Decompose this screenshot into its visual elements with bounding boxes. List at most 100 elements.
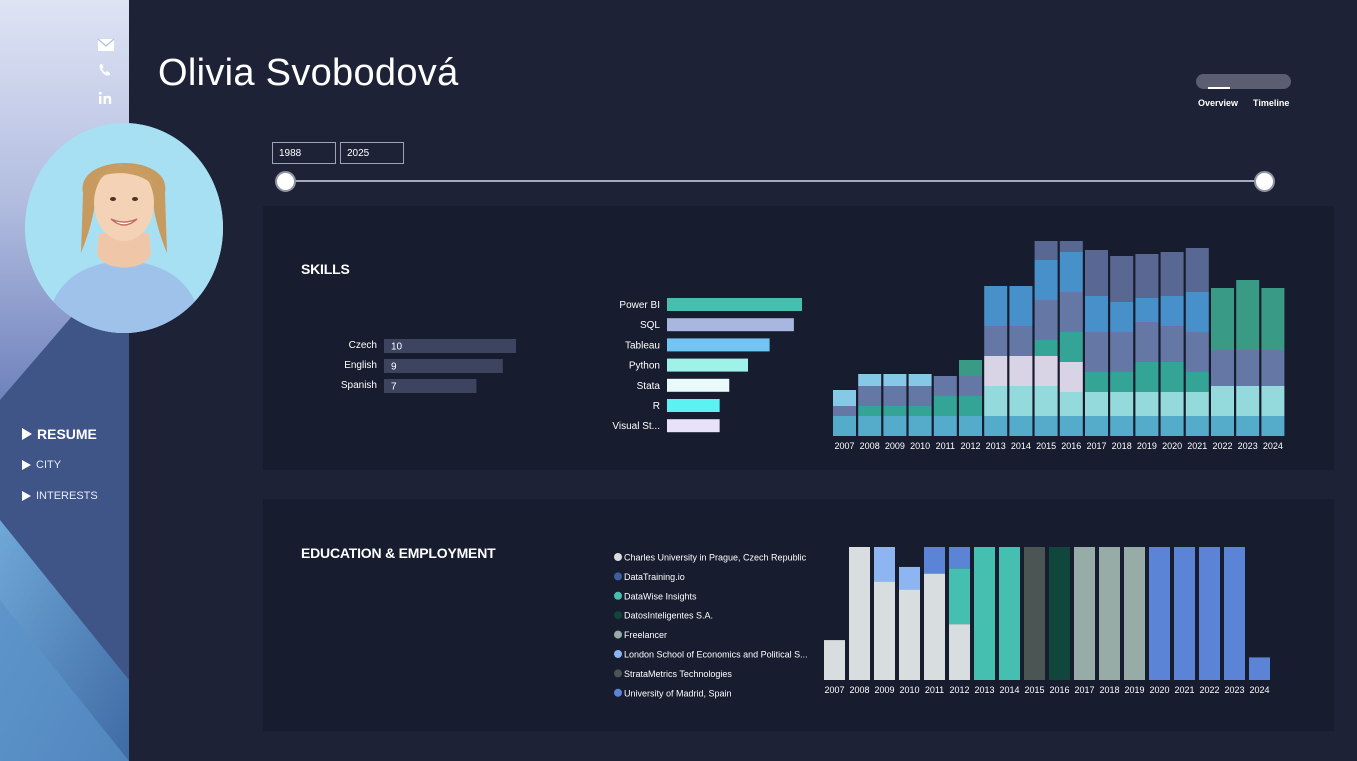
year-slider-track[interactable] — [286, 180, 1266, 182]
legend-swatch — [614, 611, 622, 620]
x-tick-label: 2016 — [1061, 441, 1081, 451]
bar — [667, 358, 748, 372]
data-label: 10 — [391, 342, 403, 353]
x-tick-label: 2012 — [949, 685, 969, 695]
x-tick-label: 2008 — [849, 685, 869, 695]
linkedin-icon[interactable] — [97, 91, 115, 105]
bar-segment — [1074, 547, 1095, 680]
category-label: Visual St... — [612, 421, 660, 432]
skills-title: SKILLS — [301, 261, 350, 277]
start-year-input[interactable] — [272, 142, 336, 164]
area-segment — [1085, 296, 1108, 332]
x-tick-label: 2022 — [1199, 685, 1219, 695]
area-segment — [933, 396, 957, 416]
education-legend: Charles University in Prague, Czech Repu… — [614, 553, 808, 698]
bar-segment — [924, 573, 945, 680]
area-segment — [959, 416, 982, 436]
area-segment — [883, 386, 907, 406]
year-slider-start-handle[interactable] — [275, 171, 296, 192]
tools-chart: Power BI SQL Tableau Python Stata R Visual St.… — [612, 298, 802, 433]
category-label: Python — [629, 361, 660, 372]
bar-segment — [1174, 547, 1195, 680]
area-segment — [1160, 362, 1184, 392]
data-label: 7 — [391, 382, 397, 393]
legend-swatch — [614, 591, 622, 600]
area-segment — [1059, 241, 1083, 252]
legend-label: Freelancer — [624, 630, 667, 640]
area-segment — [1160, 326, 1184, 362]
category-label: Power BI — [619, 300, 660, 311]
x-tick-label: 2017 — [1074, 685, 1094, 695]
area-segment — [1135, 322, 1159, 362]
area-segment — [1211, 288, 1234, 350]
legend-label: University of Madrid, Spain — [624, 688, 732, 698]
nav-item-interests[interactable]: INTERESTS — [22, 490, 98, 502]
area-segment — [1135, 362, 1159, 392]
education-panel: EDUCATION & EMPLOYMENT Charles Universit… — [263, 499, 1334, 731]
legend-swatch — [614, 688, 622, 697]
area-segment — [1009, 416, 1033, 436]
bar — [667, 419, 720, 433]
x-tick-label: 2012 — [960, 441, 980, 451]
area-segment — [959, 376, 982, 396]
phone-icon[interactable] — [97, 63, 115, 77]
bar-segment — [849, 547, 870, 680]
nav-item-resume[interactable]: RESUME — [22, 426, 97, 442]
category-label: R — [653, 401, 660, 412]
area-segment — [1185, 332, 1209, 372]
bar-segment — [874, 547, 895, 582]
bar-segment — [1224, 547, 1245, 680]
x-tick-label: 2013 — [986, 441, 1006, 451]
play-icon — [22, 491, 31, 501]
year-slider-end-handle[interactable] — [1254, 171, 1275, 192]
legend-label: London School of Economics and Political… — [624, 650, 808, 660]
nav-item-label: INTERESTS — [36, 490, 98, 502]
x-tick-label: 2015 — [1036, 441, 1056, 451]
view-toggle[interactable] — [1196, 74, 1291, 89]
skills-panel: SKILLS Czech 10 English 9 Spanish 7 Power BI S… — [263, 206, 1334, 470]
x-tick-label: 2010 — [899, 685, 919, 695]
x-tick-label: 2023 — [1224, 685, 1244, 695]
area-segment — [1160, 296, 1184, 326]
area-segment — [1236, 386, 1260, 416]
area-segment — [1034, 356, 1058, 386]
x-tick-label: 2013 — [974, 685, 994, 695]
x-tick-label: 2008 — [860, 441, 880, 451]
x-tick-label: 2021 — [1187, 441, 1207, 451]
tab-timeline[interactable]: Timeline — [1253, 98, 1290, 108]
x-tick-label: 2021 — [1174, 685, 1194, 695]
tab-overview[interactable]: Overview — [1198, 98, 1239, 108]
end-year-input[interactable] — [340, 142, 404, 164]
area-segment — [1009, 326, 1033, 356]
area-segment — [1034, 300, 1058, 340]
area-segment — [1059, 392, 1083, 416]
area-segment — [959, 360, 982, 376]
area-segment — [1236, 416, 1260, 436]
bar-segment — [949, 547, 970, 569]
area-segment — [1034, 260, 1058, 300]
area-segment — [858, 406, 882, 416]
legend-label: StrataMetrics Technologies — [624, 669, 732, 679]
legend-swatch — [614, 553, 622, 561]
area-segment — [1211, 386, 1234, 416]
area-segment — [908, 386, 932, 406]
bar-segment — [949, 568, 970, 625]
bar — [667, 378, 730, 392]
area-segment — [1085, 372, 1108, 392]
bar-segment — [924, 547, 945, 574]
mail-icon[interactable] — [97, 38, 115, 52]
area-segment — [1059, 416, 1083, 436]
area-segment — [1009, 286, 1033, 326]
bar — [667, 318, 794, 332]
avatar — [25, 123, 223, 333]
bar — [667, 338, 770, 352]
nav-item-city[interactable]: CITY — [22, 459, 61, 471]
area-segment — [1085, 392, 1108, 416]
x-tick-label: 2024 — [1249, 685, 1269, 695]
x-tick-label: 2023 — [1238, 441, 1258, 451]
bar-segment — [974, 547, 995, 680]
area-segment — [1110, 416, 1134, 436]
x-tick-label: 2009 — [885, 441, 905, 451]
area-segment — [1059, 332, 1083, 362]
sidebar: RESUME CITY INTERESTS — [0, 0, 129, 761]
